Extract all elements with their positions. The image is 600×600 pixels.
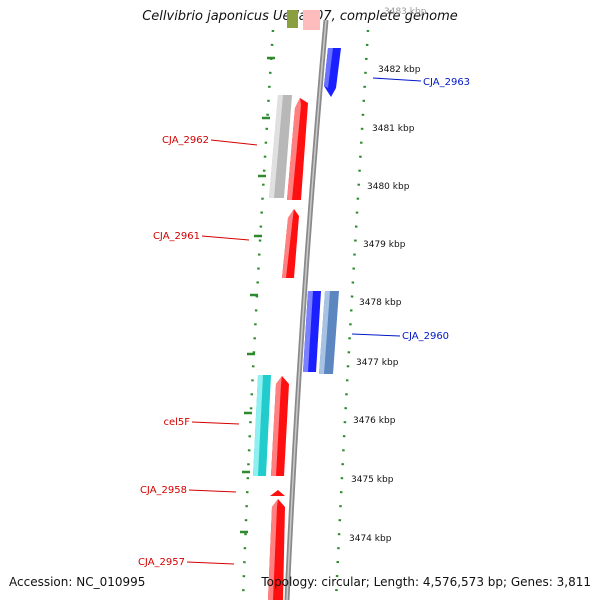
scale-label: 3482 kbp (378, 65, 421, 75)
inner-major-ticks (240, 56, 275, 534)
scale-label: 3478 kbp (359, 298, 402, 308)
label-cja-2960[interactable]: CJA_2960 (402, 331, 449, 342)
label-connectors (186, 77, 422, 565)
outer-tick-ring (334, 29, 370, 600)
scale-labels: 3483 kbp 3482 kbp 3481 kbp 3480 kbp 3479… (349, 7, 427, 544)
gene-cel5f[interactable] (271, 376, 289, 476)
gene-labels: CJA_2963 CJA_2962 CJA_2961 CJA_2960 cel5… (138, 77, 470, 568)
label-cel5f[interactable]: cel5F (163, 417, 190, 428)
map-title: Cellvibrio japonicus Ueda107, complete g… (142, 9, 458, 24)
feature-olive-top (287, 10, 298, 28)
scale-label: 3476 kbp (353, 416, 396, 426)
gene-cja-2957[interactable] (268, 499, 285, 600)
scale-label: 3474 kbp (349, 534, 392, 544)
gene-cja-2963[interactable] (324, 48, 341, 97)
scale-label: 3479 kbp (363, 240, 406, 250)
label-cja-2962[interactable]: CJA_2962 (162, 135, 209, 146)
scale-label: 3477 kbp (356, 358, 399, 368)
feature-pink-top (303, 10, 320, 30)
scale-label: 3475 kbp (351, 475, 394, 485)
label-cja-2958[interactable]: CJA_2958 (140, 485, 187, 496)
scale-label: 3481 kbp (372, 124, 415, 134)
gene-steelblue[interactable] (319, 291, 339, 374)
gene-cja-2961[interactable] (282, 209, 299, 278)
scale-label: 3480 kbp (367, 182, 410, 192)
gene-grey[interactable] (269, 95, 292, 198)
label-cja-2961[interactable]: CJA_2961 (153, 231, 200, 242)
inner-tick-ring (241, 29, 275, 600)
gene-cja-2958[interactable] (270, 490, 285, 496)
label-cja-2957[interactable]: CJA_2957 (138, 557, 185, 568)
gene-cja-2962[interactable] (287, 98, 308, 200)
label-cja-2963[interactable]: CJA_2963 (423, 77, 470, 88)
scale-label: 3483 kbp (384, 7, 427, 17)
accession-text: Accession: NC_010995 (9, 575, 146, 589)
gene-cel5f-cyan[interactable] (253, 375, 271, 476)
genome-summary-text: Topology: circular; Length: 4,576,573 bp… (261, 575, 591, 589)
gene-cja-2960[interactable] (303, 291, 321, 372)
